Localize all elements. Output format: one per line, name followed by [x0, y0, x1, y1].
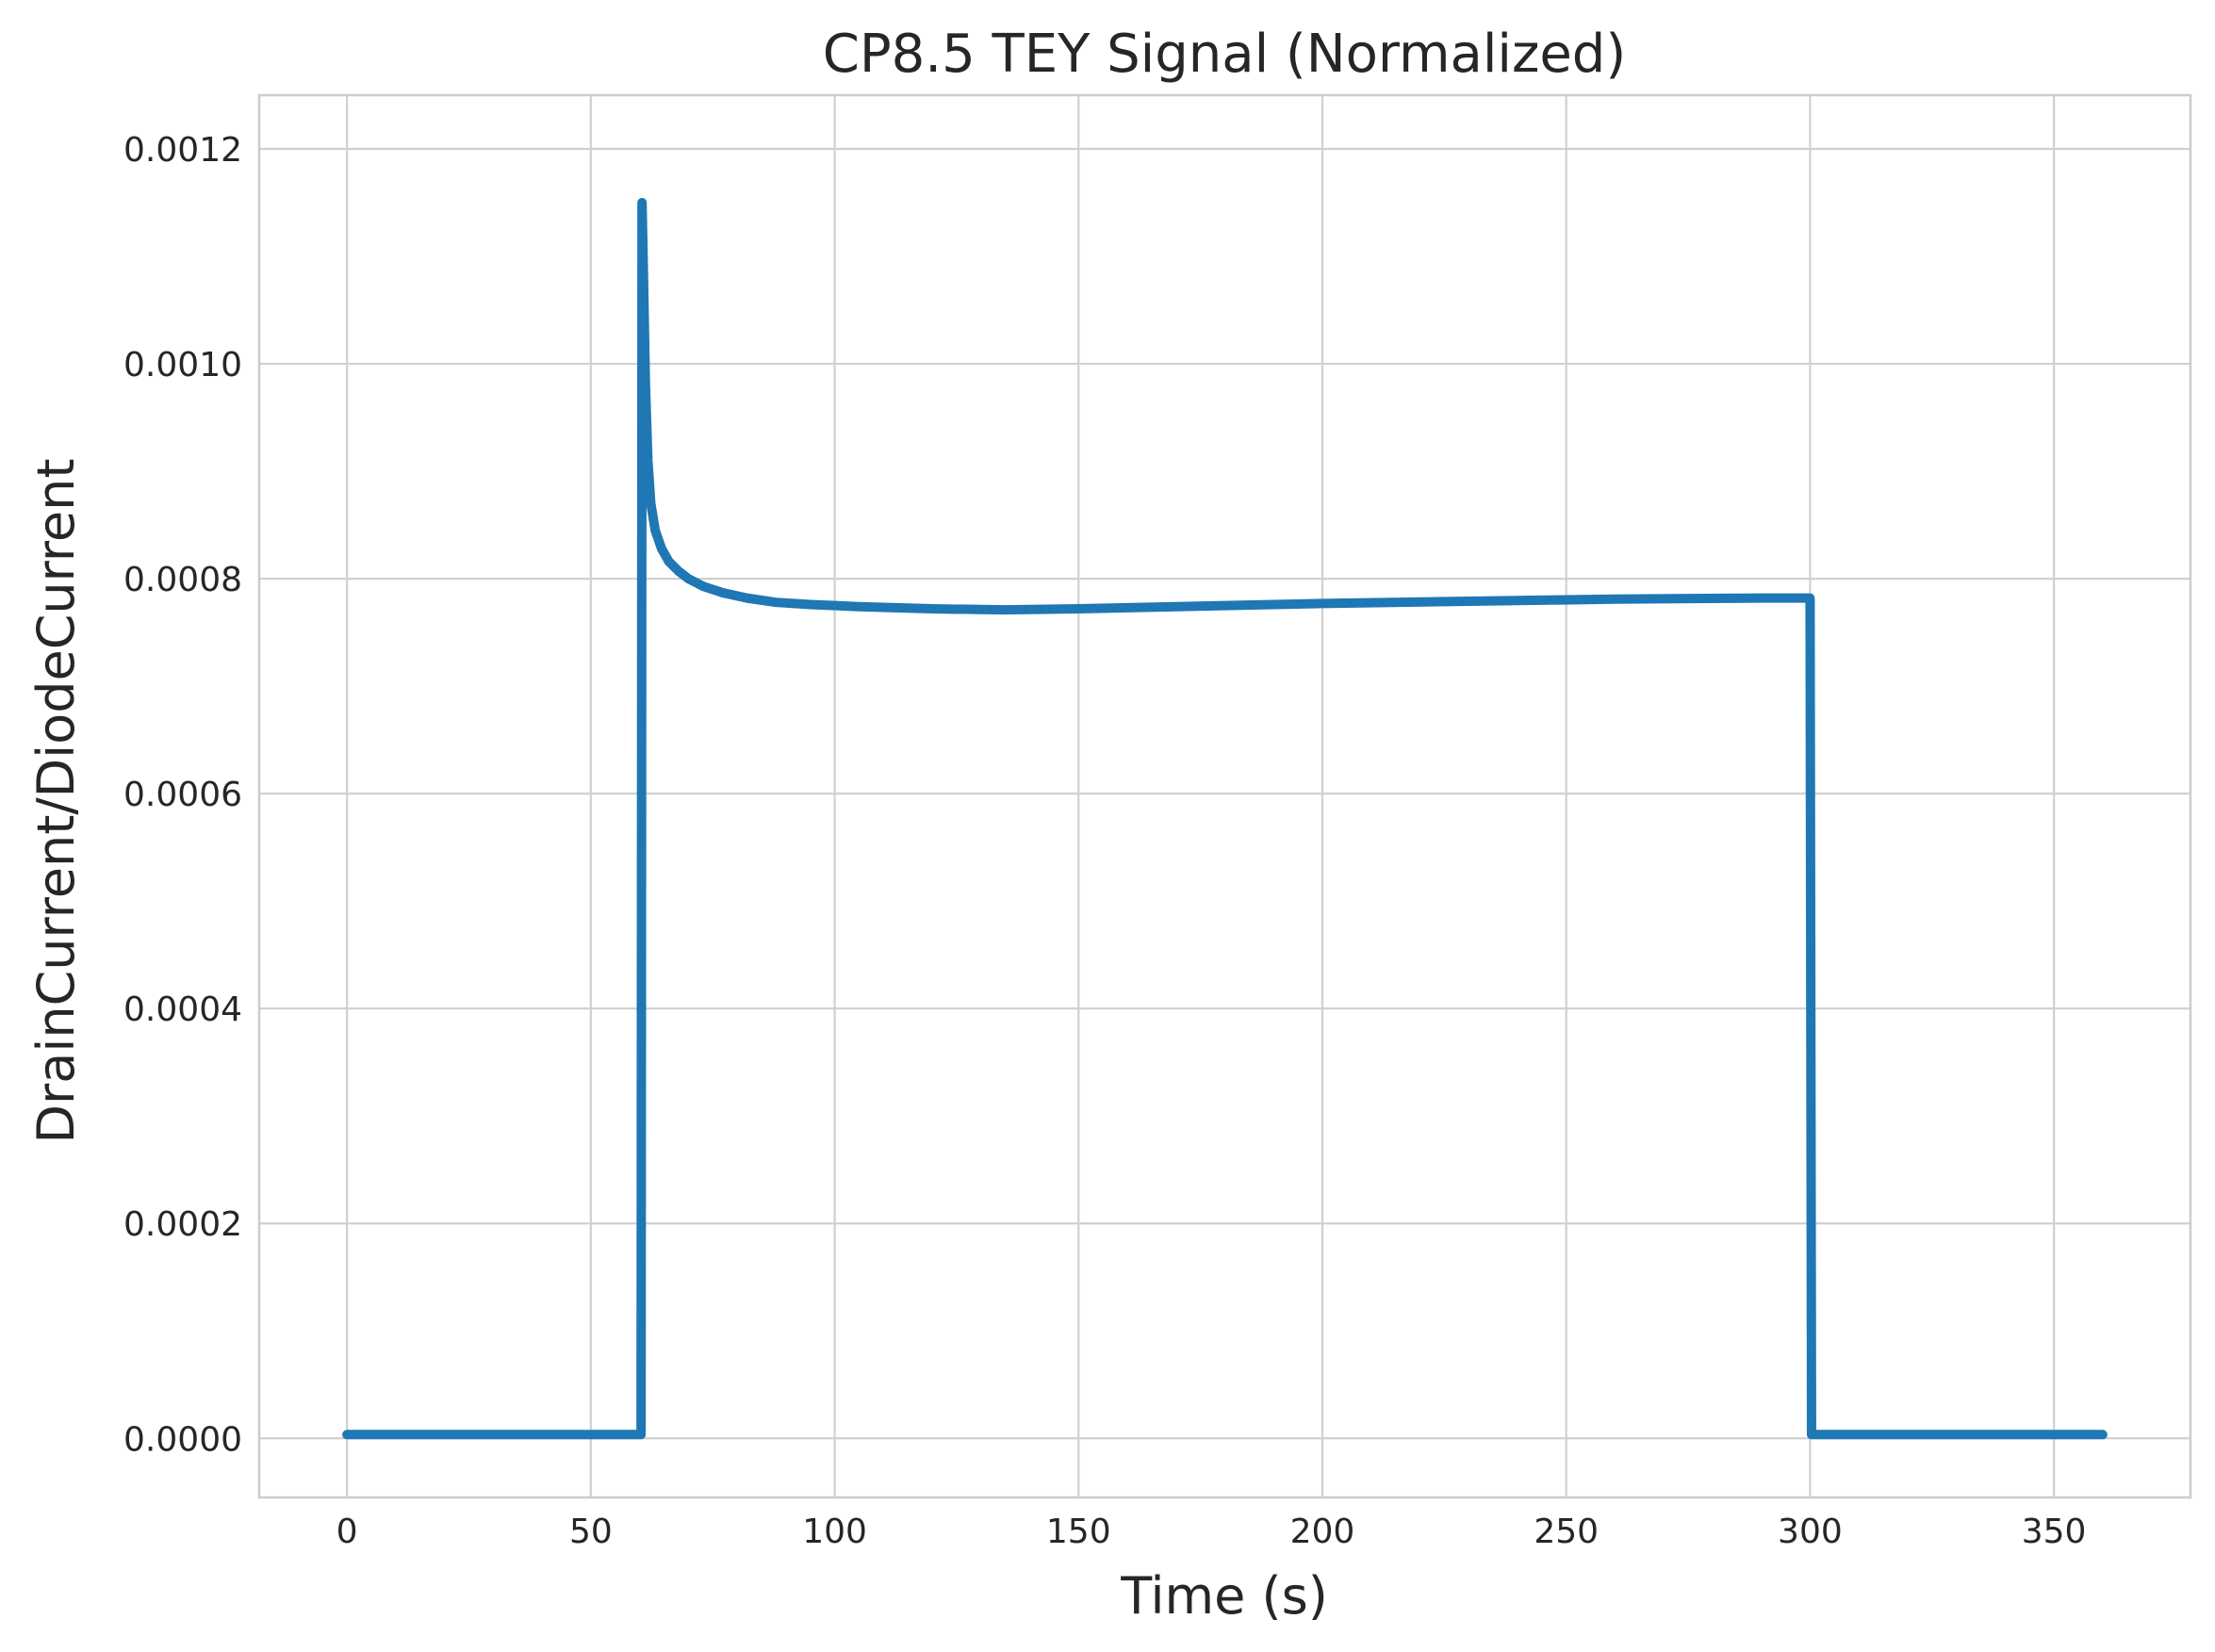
chart-title: CP8.5 TEY Signal (Normalized) [823, 24, 1626, 85]
x-tick-label: 150 [1046, 1513, 1111, 1551]
grid [259, 95, 2190, 1497]
x-tick-label: 300 [1778, 1513, 1843, 1551]
y-tick-label: 0.0004 [123, 990, 242, 1029]
x-tick-label: 50 [569, 1513, 613, 1551]
x-tick-label: 200 [1290, 1513, 1355, 1551]
y-tick-label: 0.0006 [123, 776, 242, 814]
plot-background [259, 95, 2190, 1497]
x-tick-label: 350 [2022, 1513, 2087, 1551]
y-tick-label: 0.0012 [123, 131, 242, 170]
y-tick-label: 0.0008 [123, 561, 242, 599]
y-axis-label: DrainCurrent/DiodeCurrent [26, 458, 86, 1143]
series-line [342, 198, 2108, 1440]
y-tick-label: 0.0002 [123, 1205, 242, 1244]
x-tick-label: 0 [336, 1513, 358, 1551]
plot-frame [257, 93, 2192, 1499]
x-tick-label: 250 [1534, 1513, 1599, 1551]
y-tick-label: 0.0010 [123, 346, 242, 384]
series-layer [342, 198, 2108, 1440]
ticks: 0 50 100 150 200 250 300 350 0.0000 0.0002 0.0004 0… [123, 131, 2086, 1551]
y-tick-label: 0.0000 [123, 1420, 242, 1459]
x-axis-label: Time (s) [1120, 1566, 1328, 1626]
x-tick-label: 100 [802, 1513, 867, 1551]
